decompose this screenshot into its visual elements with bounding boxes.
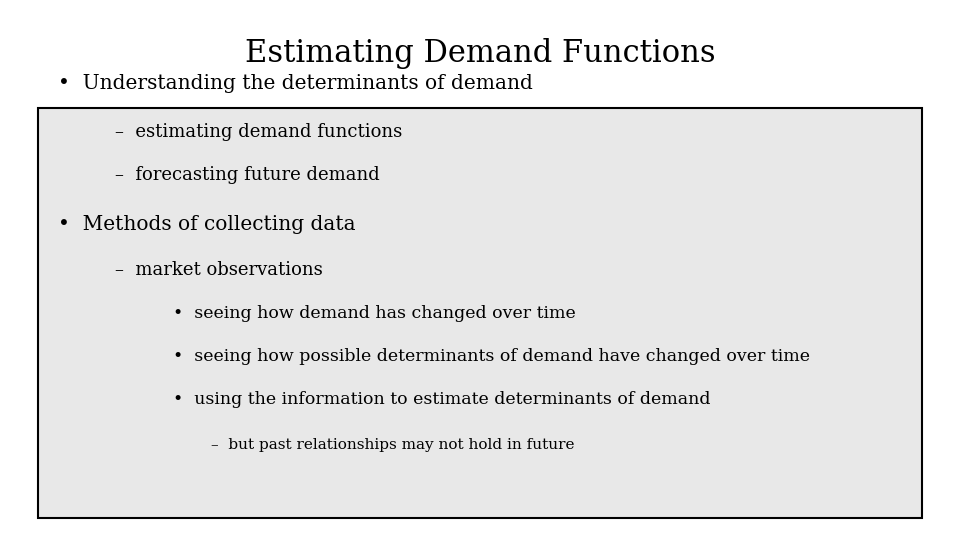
Text: –  estimating demand functions: – estimating demand functions bbox=[115, 123, 402, 141]
Text: •  using the information to estimate determinants of demand: • using the information to estimate dete… bbox=[173, 391, 710, 408]
Text: •  Methods of collecting data: • Methods of collecting data bbox=[58, 214, 355, 234]
Text: •  seeing how demand has changed over time: • seeing how demand has changed over tim… bbox=[173, 305, 576, 322]
FancyBboxPatch shape bbox=[38, 108, 922, 518]
Text: •  seeing how possible determinants of demand have changed over time: • seeing how possible determinants of de… bbox=[173, 348, 810, 365]
Text: –  forecasting future demand: – forecasting future demand bbox=[115, 166, 380, 185]
Text: Estimating Demand Functions: Estimating Demand Functions bbox=[245, 38, 715, 69]
Text: –  but past relationships may not hold in future: – but past relationships may not hold in… bbox=[211, 438, 575, 453]
Text: –  market observations: – market observations bbox=[115, 261, 323, 279]
Text: •  Understanding the determinants of demand: • Understanding the determinants of dema… bbox=[58, 74, 533, 93]
